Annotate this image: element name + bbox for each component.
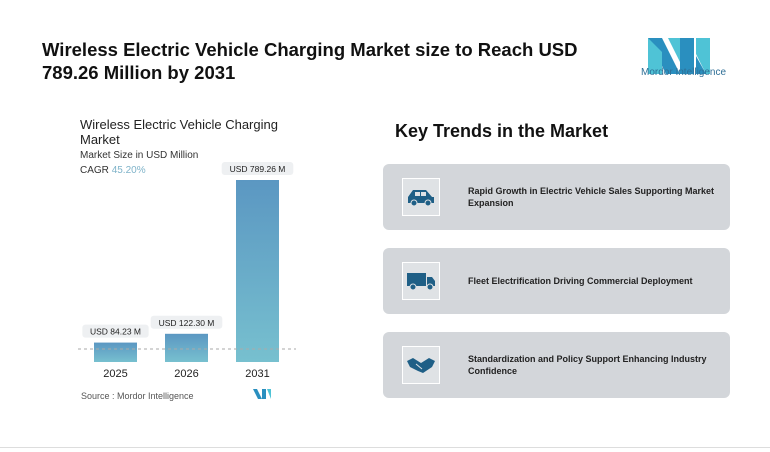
logo-text: Mordor Intelligence [641, 67, 727, 78]
trend-card-3: Standardization and Policy Support Enhan… [383, 332, 730, 398]
bar-2031 [236, 180, 279, 362]
chart-title: Wireless Electric Vehicle Charging Marke… [80, 117, 278, 147]
handshake-icon [402, 346, 440, 384]
cagr: CAGR 45.20% [80, 165, 146, 176]
trend-text: Rapid Growth in Electric Vehicle Sales S… [468, 186, 715, 208]
trend-card-2: Fleet Electrification Driving Commercial… [383, 248, 730, 314]
truck-icon [402, 262, 440, 300]
data-label-bg [150, 315, 223, 329]
bar-2025 [94, 342, 137, 362]
trend-text: Standardization and Policy Support Enhan… [468, 354, 707, 376]
page-title: Wireless Electric Vehicle Charging Marke… [42, 39, 578, 83]
divider [0, 447, 770, 448]
x-tick-label: 2031 [245, 368, 269, 380]
trends-title: Key Trends in the Market [395, 121, 609, 141]
data-label: USD 84.23 M [90, 327, 141, 337]
cagr-value: 45.20% [111, 165, 146, 176]
mordor-logo-icon [648, 38, 710, 74]
chart-source: Source : Mordor Intelligence [81, 391, 194, 401]
cagr-label: CAGR [80, 165, 109, 176]
car-icon [402, 178, 440, 216]
x-tick-label: 2026 [174, 368, 198, 380]
data-label-bg [221, 162, 294, 175]
trend-text: Fleet Electrification Driving Commercial… [468, 276, 693, 286]
small-logo-icon [253, 389, 271, 399]
chart-subtitle: Market Size in USD Million [80, 150, 199, 161]
data-label: USD 122.30 M [159, 318, 215, 328]
bar-2026 [165, 333, 208, 362]
data-label: USD 789.26 M [230, 164, 286, 174]
x-tick-label: 2025 [103, 368, 127, 380]
trend-card-1: Rapid Growth in Electric Vehicle Sales S… [383, 164, 730, 230]
data-label-bg [82, 324, 149, 338]
